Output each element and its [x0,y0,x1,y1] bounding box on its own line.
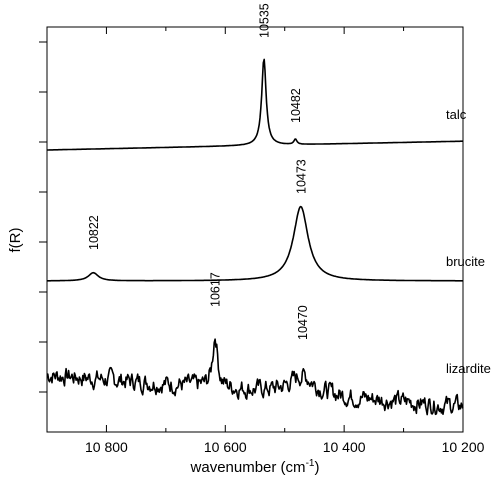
plot-frame [46,26,464,433]
y-axis-title: f(R) [7,228,24,253]
peak-label: 10482 [289,88,303,123]
x-tick-label: 10 200 [442,439,485,455]
series-line-brucite [47,205,463,282]
x-axis-title: wavenumber (cm-1) [190,458,320,476]
peak-label: 10470 [296,305,310,340]
series-label-brucite: brucite [446,254,485,269]
x-tick-label: 10 800 [85,439,128,455]
peak-label: 10473 [294,159,308,194]
series-label-talc: talc [446,107,467,122]
x-tick-label: 10 400 [323,439,366,455]
series-line-talc [47,58,463,151]
series-line-lizardite [46,338,464,416]
x-tick-label: 10 600 [204,439,247,455]
peak-label: 10822 [87,215,101,250]
peak-label: 10617 [209,272,223,307]
series-label-lizardite: lizardite [446,361,491,376]
peak-label: 10535 [257,3,271,38]
